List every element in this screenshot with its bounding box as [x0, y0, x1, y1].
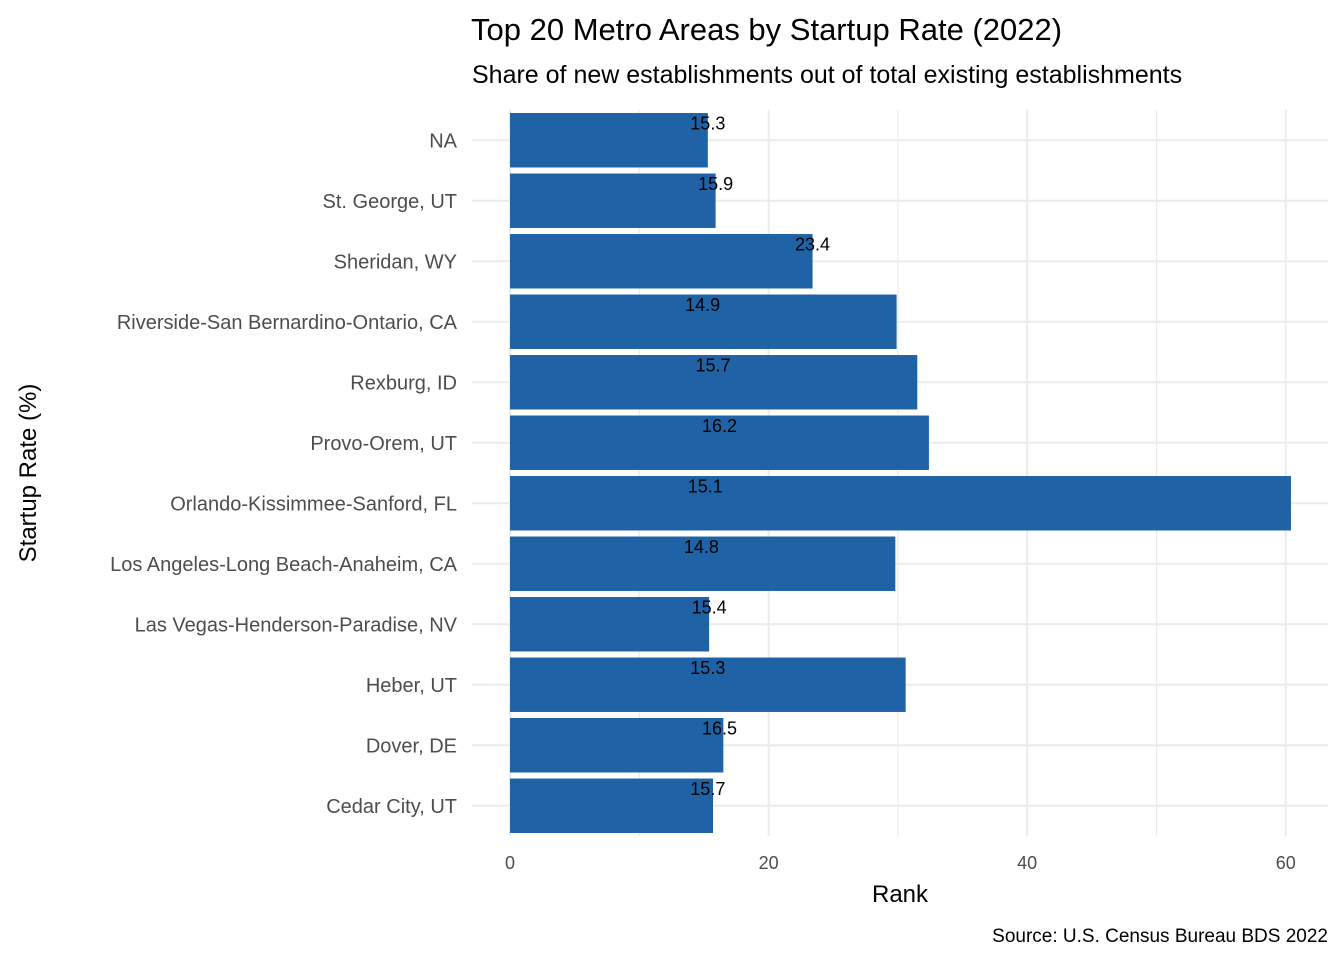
y-tick-label: Las Vegas-Henderson-Paradise, NV: [135, 614, 458, 636]
y-tick-label: Dover, DE: [366, 735, 457, 757]
bar-layer: [510, 113, 1291, 833]
chart-caption: Source: U.S. Census Bureau BDS 2022: [992, 926, 1328, 947]
bar-label-layer: 15.7 16.5 15.3 15.4 14.8 15.1 16.2 15.7 14.9 23.4…: [684, 113, 830, 799]
bar-data-label: 14.9: [685, 295, 720, 315]
bar-data-label: 15.3: [690, 658, 725, 678]
bar-data-label: 16.5: [702, 718, 737, 738]
y-tick-label: Orlando-Kissimmee-Sanford, FL: [170, 493, 457, 515]
bar: [510, 294, 897, 349]
bar: [510, 657, 906, 712]
bar-data-label: 15.9: [698, 174, 733, 194]
x-tick-labels: 0 20 40 60: [505, 853, 1296, 873]
bar: [510, 355, 918, 410]
y-tick-label: Los Angeles-Long Beach-Anaheim, CA: [110, 554, 458, 576]
bar: [510, 113, 708, 168]
x-axis-title: Rank: [872, 881, 929, 908]
y-tick-label: Provo-Orem, UT: [310, 433, 457, 455]
x-tick-label: 0: [505, 853, 515, 873]
bar-data-label: 14.8: [684, 537, 719, 557]
bar-data-label: 15.7: [695, 355, 730, 375]
y-tick-labels: Cedar City, UT Dover, DE Heber, UT Las Vega…: [110, 130, 458, 818]
y-tick-label: Riverside-San Bernardino-Ontario, CA: [117, 312, 458, 334]
bar: [510, 718, 724, 773]
bar-data-label: 15.4: [692, 597, 727, 617]
bar: [510, 778, 714, 833]
chart-title: Top 20 Metro Areas by Startup Rate (2022…: [471, 12, 1062, 47]
y-tick-label: NA: [429, 130, 457, 152]
bar: [510, 415, 929, 470]
bar: [510, 536, 896, 591]
bar-data-label: 15.1: [688, 476, 723, 496]
bar: [510, 597, 710, 652]
bar: [510, 234, 813, 289]
x-tick-label: 40: [1017, 853, 1037, 873]
bar-data-label: 23.4: [795, 234, 830, 254]
y-tick-label: St. George, UT: [323, 191, 458, 213]
y-tick-label: Sheridan, WY: [334, 251, 457, 273]
x-tick-label: 20: [759, 853, 779, 873]
y-axis-title: Startup Rate (%): [15, 384, 42, 563]
bar-data-label: 16.2: [702, 416, 737, 436]
y-tick-label: Rexburg, ID: [350, 372, 457, 394]
y-tick-label: Cedar City, UT: [326, 796, 457, 818]
chart-subtitle: Share of new establishments out of total…: [472, 61, 1182, 89]
y-tick-label: Heber, UT: [366, 675, 457, 697]
x-tick-label: 60: [1276, 853, 1296, 873]
bar: [510, 476, 1291, 531]
bar-data-label: 15.3: [690, 113, 725, 133]
bar-data-label: 15.7: [690, 779, 725, 799]
bar: [510, 173, 716, 228]
